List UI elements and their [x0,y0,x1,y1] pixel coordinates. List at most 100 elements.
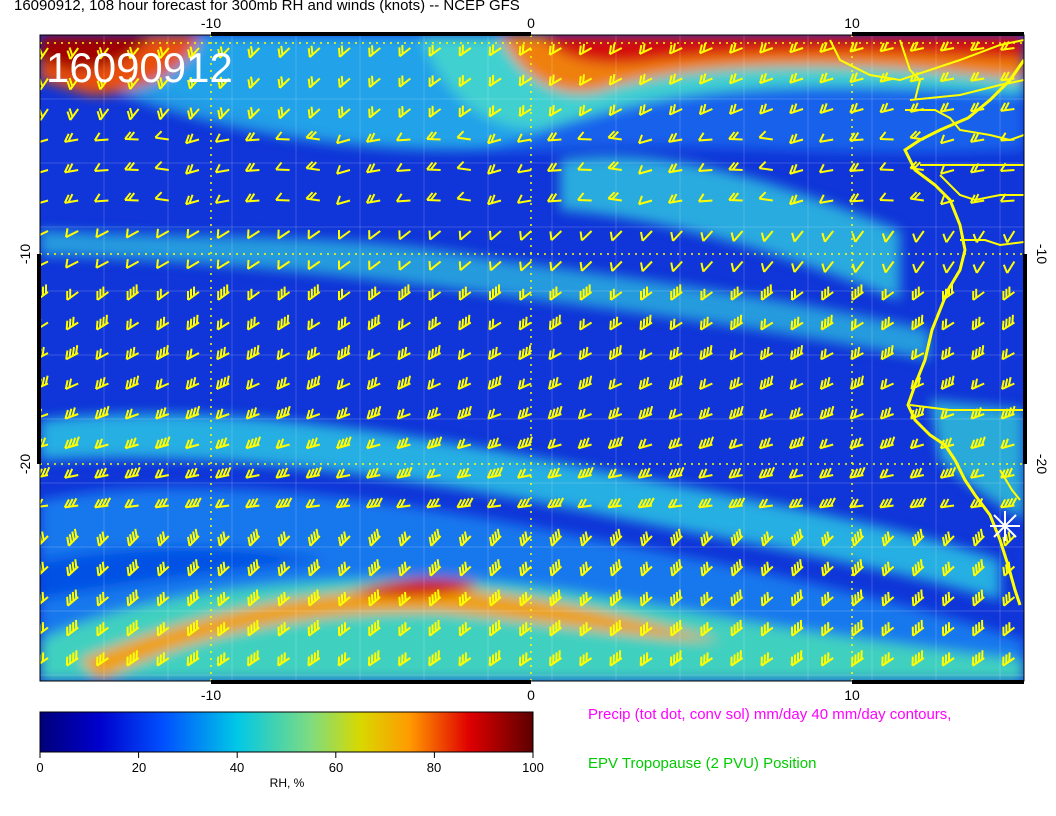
wind-barb [396,375,412,390]
wind-barb [637,134,653,145]
wind-barb [337,75,351,89]
wind-barb [788,497,804,509]
x-tick-bottom-2: 0 [527,687,535,703]
wind-barb [488,559,502,577]
wind-barb [579,260,593,272]
coastline [903,59,1024,606]
wind-barb [669,346,683,361]
wind-barb [728,131,743,141]
wind-barb [154,497,169,509]
wind-barb [972,619,985,637]
wind-barb [972,260,986,274]
wind-barb [187,46,200,59]
wind-barb [156,77,170,90]
epv-legend: EPV Tropopause (2 PVU) Position [588,755,817,772]
wind-barb [96,77,110,90]
wind-barb [156,46,170,60]
wind-barb [184,133,200,145]
wind-barb [488,318,502,331]
wind-barb [214,163,230,174]
wind-barb [458,230,472,241]
wind-barb [486,194,502,206]
wind-barb [668,104,683,116]
wind-barb [245,497,260,509]
wind-barb [458,75,472,88]
wind-barb [670,528,683,547]
wind-barb [337,561,351,577]
wind-barb [426,131,441,141]
wind-barb [214,498,230,509]
wind-barb [307,229,321,240]
wind-barb [125,259,140,269]
wind-barb [942,230,955,243]
y-tick-right-1: -10 [1034,244,1050,264]
wind-barb [247,45,261,59]
wind-barb [911,286,925,301]
wind-barb [217,531,230,547]
wind-barb [456,497,474,509]
wind-barb [819,438,834,450]
wind-barb [217,46,230,59]
wind-barb [124,161,139,171]
wind-barb [700,260,714,273]
wind-barb [519,622,532,637]
wind-barb [728,467,743,479]
wind-barb [609,559,623,577]
wind-barb [578,346,593,361]
wind-barb [187,528,200,547]
wind-barb [186,589,200,607]
wind-barb [758,160,773,171]
wind-barb [245,378,260,390]
wind-barb [214,194,230,204]
wind-barb [1001,348,1015,361]
wind-barb [458,591,472,607]
wind-barb [63,132,79,143]
wind-barb [972,559,985,577]
wind-barb [698,497,713,509]
wind-barb [428,650,442,667]
wind-barb [365,467,381,479]
wind-barb [516,497,532,509]
wind-barb [819,103,834,114]
wind-barb [546,132,562,142]
wind-barb [941,591,955,607]
wind-barb [519,288,532,301]
wind-barb [184,438,200,450]
wind-barb [730,589,744,607]
wind-barb [307,260,321,271]
wind-barb [549,286,562,301]
wind-barb [670,589,683,607]
wind-barb [939,134,955,145]
wind-barb [126,284,140,301]
wind-barb [216,652,230,667]
wind-barb [64,436,80,450]
wind-barb [487,408,502,420]
wind-barb [398,106,412,119]
wind-barb [639,622,653,637]
wind-barb [216,259,230,270]
wind-barb [428,316,442,331]
wind-barb [549,559,563,577]
wind-barb [486,466,504,479]
wind-barb [700,230,714,242]
wind-barb [516,163,532,174]
colorbar-tick-80: 80 [426,760,442,775]
wind-barb [397,318,411,331]
wind-barb [850,318,864,331]
wind-barb [789,103,804,115]
wind-barb [365,163,381,174]
wind-barb [939,71,955,83]
wind-barb [881,230,895,243]
wind-barb [848,162,864,172]
wind-barb [335,134,351,145]
wind-barb [640,260,653,272]
wind-barb [244,132,260,142]
y-tick-left-1: -10 [17,244,33,264]
wind-barb [730,314,744,331]
wind-barb [276,348,291,361]
wind-barb [728,405,744,420]
wind-barb [667,498,683,509]
wind-barb [247,650,260,667]
wind-barb [126,559,140,577]
wind-barb [277,229,291,240]
